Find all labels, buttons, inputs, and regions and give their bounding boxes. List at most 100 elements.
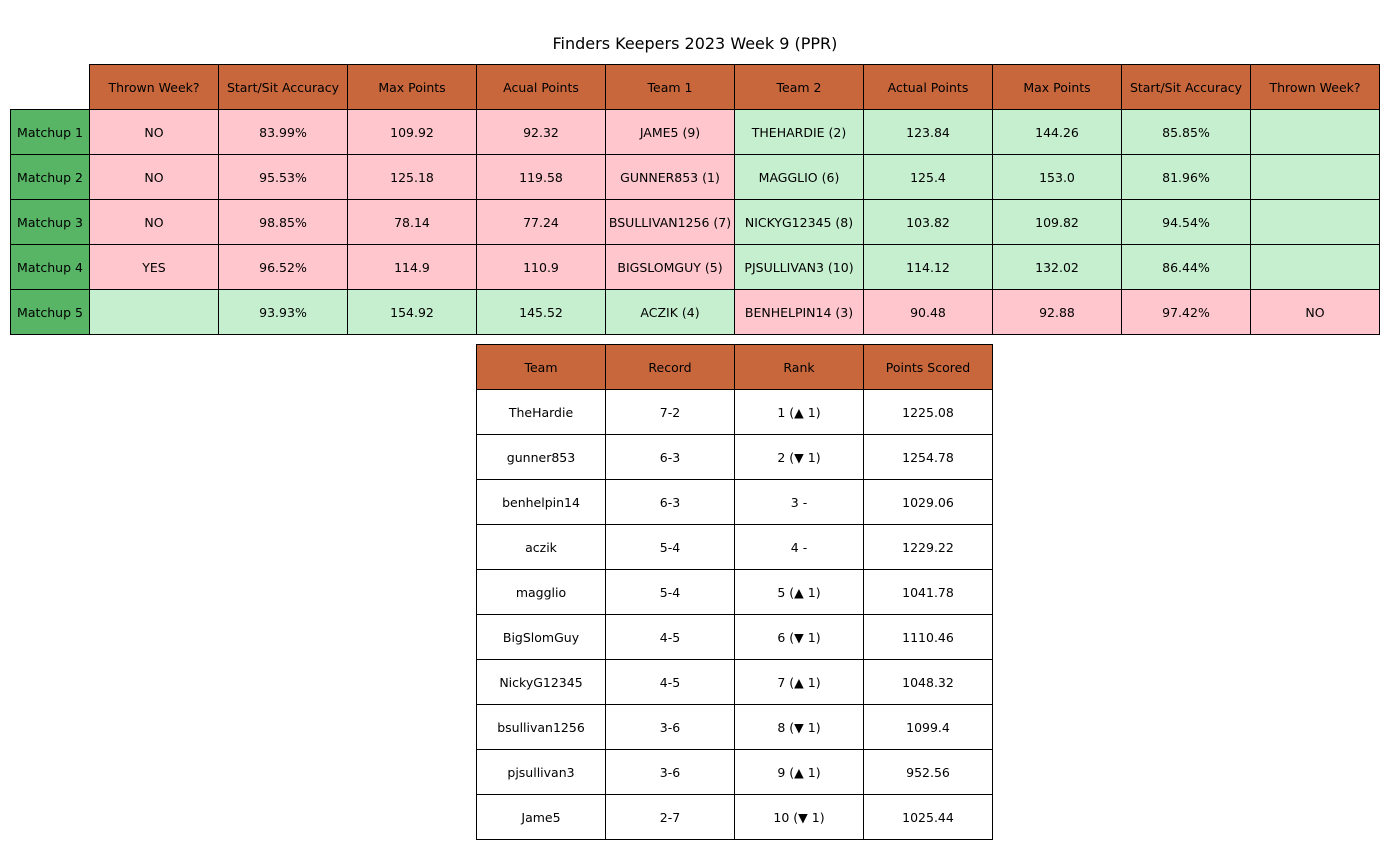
table-cell: 114.9 <box>347 244 477 290</box>
table-cell: 952.56 <box>863 749 993 795</box>
table-cell: NickyG12345 <box>476 659 606 705</box>
table-cell: NO <box>89 199 219 245</box>
table-cell: ACZIK (4) <box>605 289 735 335</box>
table-cell: pjsullivan3 <box>476 749 606 795</box>
table-cell: GUNNER853 (1) <box>605 154 735 200</box>
table-cell: 132.02 <box>992 244 1122 290</box>
table-cell: 97.42% <box>1121 289 1251 335</box>
table-cell: 92.32 <box>476 109 606 155</box>
table-cell: 1110.46 <box>863 614 993 660</box>
table-cell: 103.82 <box>863 199 993 245</box>
column-header: Thrown Week? <box>1250 64 1380 110</box>
table-cell: 9 (▲ 1) <box>734 749 864 795</box>
table-cell: 153.0 <box>992 154 1122 200</box>
standings-table: Team Record Rank Points Scored TheHardie 7-2 1… <box>476 344 993 840</box>
table-cell: 1254.78 <box>863 434 993 480</box>
table-cell: BIGSLOMGUY (5) <box>605 244 735 290</box>
table-cell: 4-5 <box>605 659 735 705</box>
row-header: Matchup 4 <box>10 244 90 290</box>
table-cell: 95.53% <box>218 154 348 200</box>
matchup-row: Matchup 2 NO 95.53% 125.18 119.58 GUNNER853 (… <box>10 154 1380 200</box>
table-cell: 90.48 <box>863 289 993 335</box>
table-cell: 8 (▼ 1) <box>734 704 864 750</box>
table-cell <box>1250 154 1380 200</box>
table-cell: BSULLIVAN1256 (7) <box>605 199 735 245</box>
table-cell: THEHARDIE (2) <box>734 109 864 155</box>
table-cell: 83.99% <box>218 109 348 155</box>
matchup-row: Matchup 5 93.93% 154.92 145.52 ACZIK (4) BENH… <box>10 289 1380 335</box>
matchup-row: Matchup 4 YES 96.52% 114.9 110.9 BIGSLOMGUY (… <box>10 244 1380 290</box>
table-cell: TheHardie <box>476 389 606 435</box>
table-cell: NO <box>1250 289 1380 335</box>
table-cell: 4 - <box>734 524 864 570</box>
standings-row: pjsullivan3 3-6 9 (▲ 1) 952.56 <box>476 749 993 795</box>
table-cell: YES <box>89 244 219 290</box>
table-cell: 1029.06 <box>863 479 993 525</box>
table-cell: 1225.08 <box>863 389 993 435</box>
table-cell: 4-5 <box>605 614 735 660</box>
table-cell: 3-6 <box>605 749 735 795</box>
chart-title: Finders Keepers 2023 Week 9 (PPR) <box>552 34 838 53</box>
standings-row: aczik 5-4 4 -1229.22 <box>476 524 993 570</box>
table-cell: 78.14 <box>347 199 477 245</box>
table-cell: BigSlomGuy <box>476 614 606 660</box>
table-cell: NO <box>89 109 219 155</box>
table-cell: 5-4 <box>605 524 735 570</box>
table-cell: 123.84 <box>863 109 993 155</box>
table-cell: 144.26 <box>992 109 1122 155</box>
standings-row: Jame5 2-7 10 (▼ 1) 1025.44 <box>476 794 993 840</box>
table-cell <box>1250 109 1380 155</box>
table-cell: JAME5 (9) <box>605 109 735 155</box>
standings-row: gunner853 6-3 2 (▼ 1) 1254.78 <box>476 434 993 480</box>
table-cell: 98.85% <box>218 199 348 245</box>
column-header: Team 2 <box>734 64 864 110</box>
table-cell: 1041.78 <box>863 569 993 615</box>
table-cell: NO <box>89 154 219 200</box>
table-cell: 92.88 <box>992 289 1122 335</box>
table-cell: 110.9 <box>476 244 606 290</box>
table-cell: Jame5 <box>476 794 606 840</box>
table-cell: 94.54% <box>1121 199 1251 245</box>
table-cell: 125.18 <box>347 154 477 200</box>
matchup-row: Matchup 3 NO 98.85% 78.14 77.24 BSULLIVAN1256… <box>10 199 1380 245</box>
table-cell: 154.92 <box>347 289 477 335</box>
table-cell: bsullivan1256 <box>476 704 606 750</box>
table-cell <box>1250 244 1380 290</box>
table-cell: 119.58 <box>476 154 606 200</box>
standings-row: BigSlomGuy 4-5 6 (▼ 1) 1110.46 <box>476 614 993 660</box>
matchup-row: Matchup 1 NO 83.99% 109.92 92.32 JAME5 (9) THE… <box>10 109 1380 155</box>
column-header: Start/Sit Accuracy <box>218 64 348 110</box>
standings-header-row: Team Record Rank Points Scored <box>476 344 993 390</box>
standings-row: benhelpin14 6-3 3 -1029.06 <box>476 479 993 525</box>
table-cell: 93.93% <box>218 289 348 335</box>
table-cell: aczik <box>476 524 606 570</box>
column-header: Team 1 <box>605 64 735 110</box>
table-cell: 114.12 <box>863 244 993 290</box>
table-cell: 6 (▼ 1) <box>734 614 864 660</box>
table-cell: MAGGLIO (6) <box>734 154 864 200</box>
standings-row: bsullivan1256 3-6 8 (▼ 1) 1099.4 <box>476 704 993 750</box>
standings-row: TheHardie 7-2 1 (▲ 1) 1225.08 <box>476 389 993 435</box>
table-cell: 6-3 <box>605 479 735 525</box>
column-header: Thrown Week? <box>89 64 219 110</box>
column-header: Points Scored <box>863 344 993 390</box>
table-cell: 86.44% <box>1121 244 1251 290</box>
table-cell: 77.24 <box>476 199 606 245</box>
table-cell: 5-4 <box>605 569 735 615</box>
table-cell: 10 (▼ 1) <box>734 794 864 840</box>
table-cell: 7 (▲ 1) <box>734 659 864 705</box>
column-header: Start/Sit Accuracy <box>1121 64 1251 110</box>
table-cell: 1025.44 <box>863 794 993 840</box>
table-cell: NICKYG12345 (8) <box>734 199 864 245</box>
row-header: Matchup 2 <box>10 154 90 200</box>
table-cell: PJSULLIVAN3 (10) <box>734 244 864 290</box>
table-cell: 85.85% <box>1121 109 1251 155</box>
table-cell: 1099.4 <box>863 704 993 750</box>
table-cell: 1048.32 <box>863 659 993 705</box>
column-header: Rank <box>734 344 864 390</box>
table-cell: 2 (▼ 1) <box>734 434 864 480</box>
column-header: Acual Points <box>476 64 606 110</box>
matchups-corner <box>11 65 90 110</box>
row-header: Matchup 3 <box>10 199 90 245</box>
column-header: Max Points <box>347 64 477 110</box>
